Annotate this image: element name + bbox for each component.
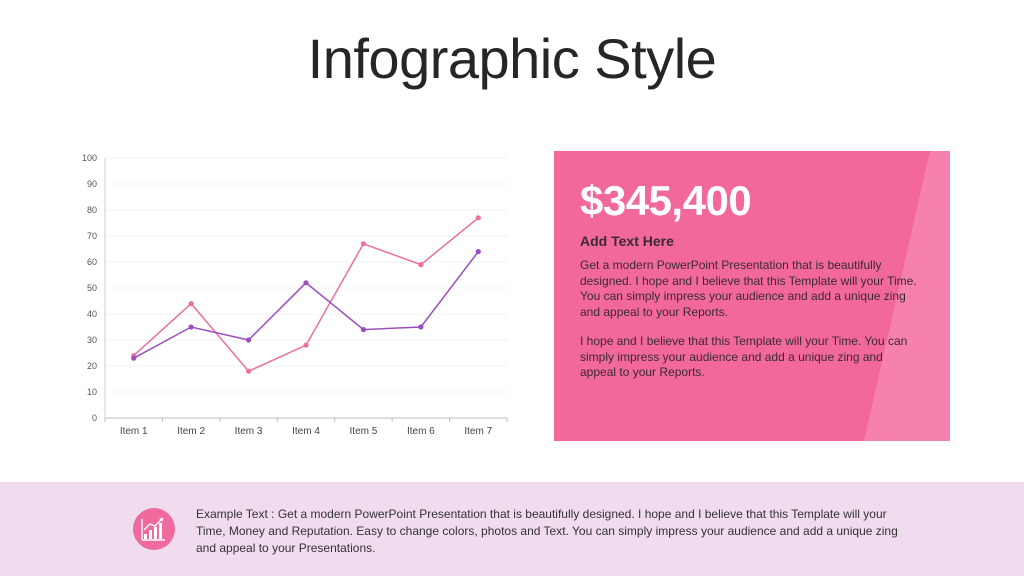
series-2-point: [245, 337, 252, 343]
x-tick-label: Item 3: [235, 426, 263, 437]
series-2-point: [360, 327, 367, 333]
series-1-point: [475, 215, 481, 221]
x-tick-label: Item 7: [464, 426, 492, 437]
bar-chart-icon: [133, 508, 175, 550]
x-tick-label: Item 5: [350, 426, 378, 437]
y-tick-label: 0: [92, 413, 97, 423]
y-tick-label: 100: [82, 153, 97, 163]
y-tick-label: 80: [87, 205, 97, 215]
card-paragraph-1: Get a modern PowerPoint Presentation tha…: [580, 258, 917, 319]
chart-series: [131, 215, 481, 374]
y-tick-label: 30: [87, 335, 97, 345]
y-tick-label: 70: [87, 231, 97, 241]
y-tick-label: 60: [87, 257, 97, 267]
y-tick-label: 90: [87, 179, 97, 189]
series-1-point: [418, 262, 424, 268]
highlight-card: $345,400 Add Text Here Get a modern Powe…: [554, 151, 950, 441]
footer-text: Example Text : Get a modern PowerPoint P…: [196, 507, 898, 555]
card-amount: $345,400: [580, 177, 752, 224]
series-line-1: [133, 217, 479, 373]
y-tick-label: 20: [87, 361, 97, 371]
slide-title: Infographic Style: [307, 27, 717, 90]
x-tick-label: Item 4: [292, 426, 320, 437]
series-2-point: [303, 280, 309, 286]
series-2-point: [418, 324, 424, 330]
series-1-point: [303, 342, 309, 348]
y-axis-ticks: 0 10 20 30 40 50 60 70 80 90 100: [82, 153, 97, 423]
chart-grid: [105, 157, 507, 393]
card-subhead: Add Text Here: [580, 233, 674, 249]
card-paragraph-2: I hope and I believe that this Template …: [580, 334, 908, 380]
x-tick-label: Item 2: [177, 426, 205, 437]
x-tick-label: Item 6: [407, 426, 435, 437]
y-tick-label: 40: [87, 309, 97, 319]
footer-band: Example Text : Get a modern PowerPoint P…: [0, 482, 1024, 576]
y-tick-label: 10: [87, 387, 97, 397]
series-2-point: [131, 355, 137, 361]
series-2-point: [188, 324, 194, 330]
series-line-2: [133, 251, 479, 359]
series-1-point: [360, 241, 367, 247]
x-axis: Item 1 Item 2 Item 3 Item 4 Item 5 Item 6 Item…: [104, 158, 508, 437]
y-tick-label: 50: [87, 283, 97, 293]
x-tick-label: Item 1: [120, 426, 148, 437]
series-1-point: [245, 368, 252, 374]
card-sheen: [864, 151, 950, 441]
series-2-point: [475, 249, 481, 255]
series-1-point: [188, 301, 194, 307]
